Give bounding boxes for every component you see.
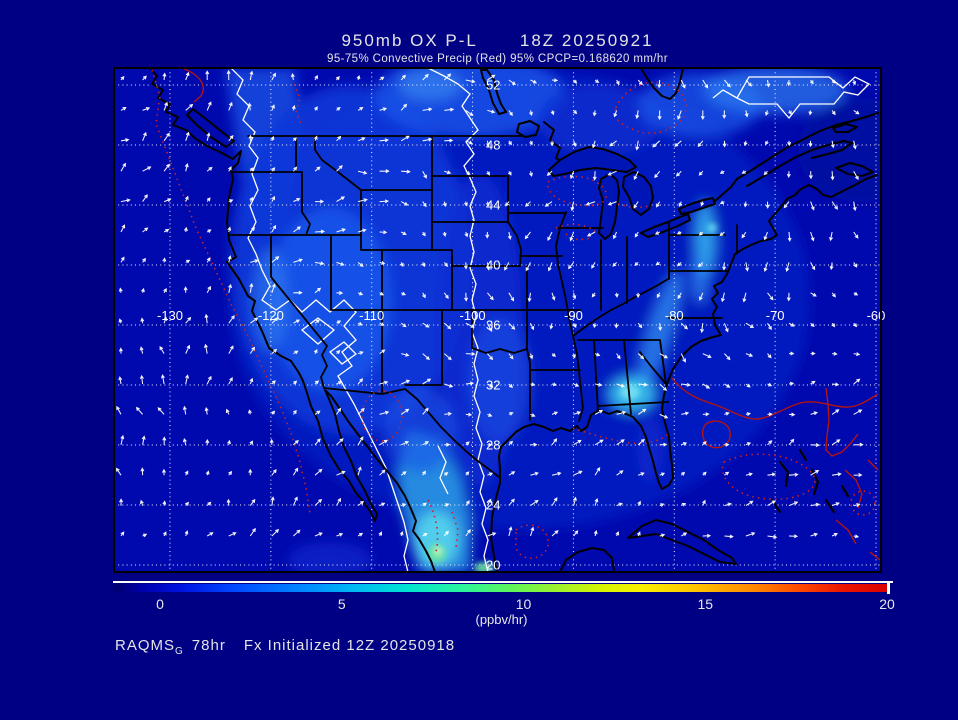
lon-grid-label: -130 (157, 308, 183, 323)
plot-title: 950mb OX P-L 18Z 20250921 (114, 31, 881, 51)
lat-grid-label: 36 (486, 318, 500, 333)
model-name: RAQMS (115, 637, 176, 654)
precip-contours (151, 68, 881, 561)
white-field-contours (230, 68, 871, 572)
red-precip-contour-solid (181, 68, 881, 561)
colorbar-tick-label: 0 (156, 596, 164, 612)
colorbar-tick-label: 20 (879, 596, 895, 612)
great-lakes (548, 146, 716, 240)
plot-subtitle: 95-75% Convective Precip (Red) 95% CPCP=… (327, 53, 668, 65)
white-contour-quebec (712, 76, 871, 120)
lon-grid-label: -110 (359, 308, 384, 323)
lat-grid-label: 32 (486, 378, 500, 393)
lat-grid-label: 44 (486, 198, 500, 213)
init-text: Fx Initialized 12Z 20250918 (243, 637, 456, 654)
lon-grid-label: -120 (258, 308, 284, 323)
colorbar-tick-label: 5 (337, 596, 346, 612)
footer-annotation: RAQMSG 78hr Fx Initialized 12Z 20250918 (115, 637, 455, 657)
lat-grid-label: 40 (486, 258, 500, 273)
white-contour-west (230, 68, 409, 572)
coastline-bahamas (770, 448, 850, 514)
lon-grid-label: -90 (564, 308, 583, 323)
plot-title-valid-time: 18Z 20250921 (519, 31, 654, 50)
colorbar (113, 584, 890, 592)
forecast-hour: 78hr (191, 637, 226, 654)
lat-grid-label: 20 (486, 558, 500, 573)
coastline-cuba-yucatan (559, 519, 737, 572)
lat-grid-label: 48 (486, 138, 500, 153)
lon-grid-label: -70 (766, 308, 785, 323)
wind-vector-layer (115, 69, 864, 539)
field-shading (114, 68, 881, 572)
coastline-james-bay (640, 68, 684, 100)
coastline-west (149, 68, 436, 572)
colorbar-tick-label: 15 (697, 596, 714, 612)
state-borders (227, 135, 738, 478)
lat-grid-label: 52 (486, 78, 500, 93)
plot-title-product: 950mb OX P-L (341, 31, 478, 50)
lat-grid-label: 24 (486, 498, 500, 513)
coastline-st-lawrence (714, 112, 879, 202)
lon-grid-label: -60 (867, 308, 886, 323)
white-contour-nevada-diamond (300, 317, 358, 365)
grid-label-layer: -130 -120 -110 -100 -90 -80 -70 -60 52 48 44 40 36 32… (157, 78, 885, 573)
lon-grid-label: -100 (460, 308, 486, 323)
colorbar-units-label: (ppbv/hr) (475, 612, 528, 627)
colorbar-tick-label: 10 (515, 596, 532, 612)
colorbar-topline (113, 581, 893, 583)
coastline-vancouver-island (186, 108, 235, 148)
lake-winnipeg (480, 69, 567, 165)
colorbar-endcap (887, 582, 890, 594)
map-frame (113, 67, 882, 573)
white-contour-mexico (437, 445, 449, 495)
white-contour-plains (427, 68, 489, 572)
lat-grid-label: 28 (486, 438, 500, 453)
lon-grid-label: -80 (665, 308, 684, 323)
red-precip-contour-dotted (151, 69, 876, 560)
model-subscript: G (175, 646, 184, 657)
